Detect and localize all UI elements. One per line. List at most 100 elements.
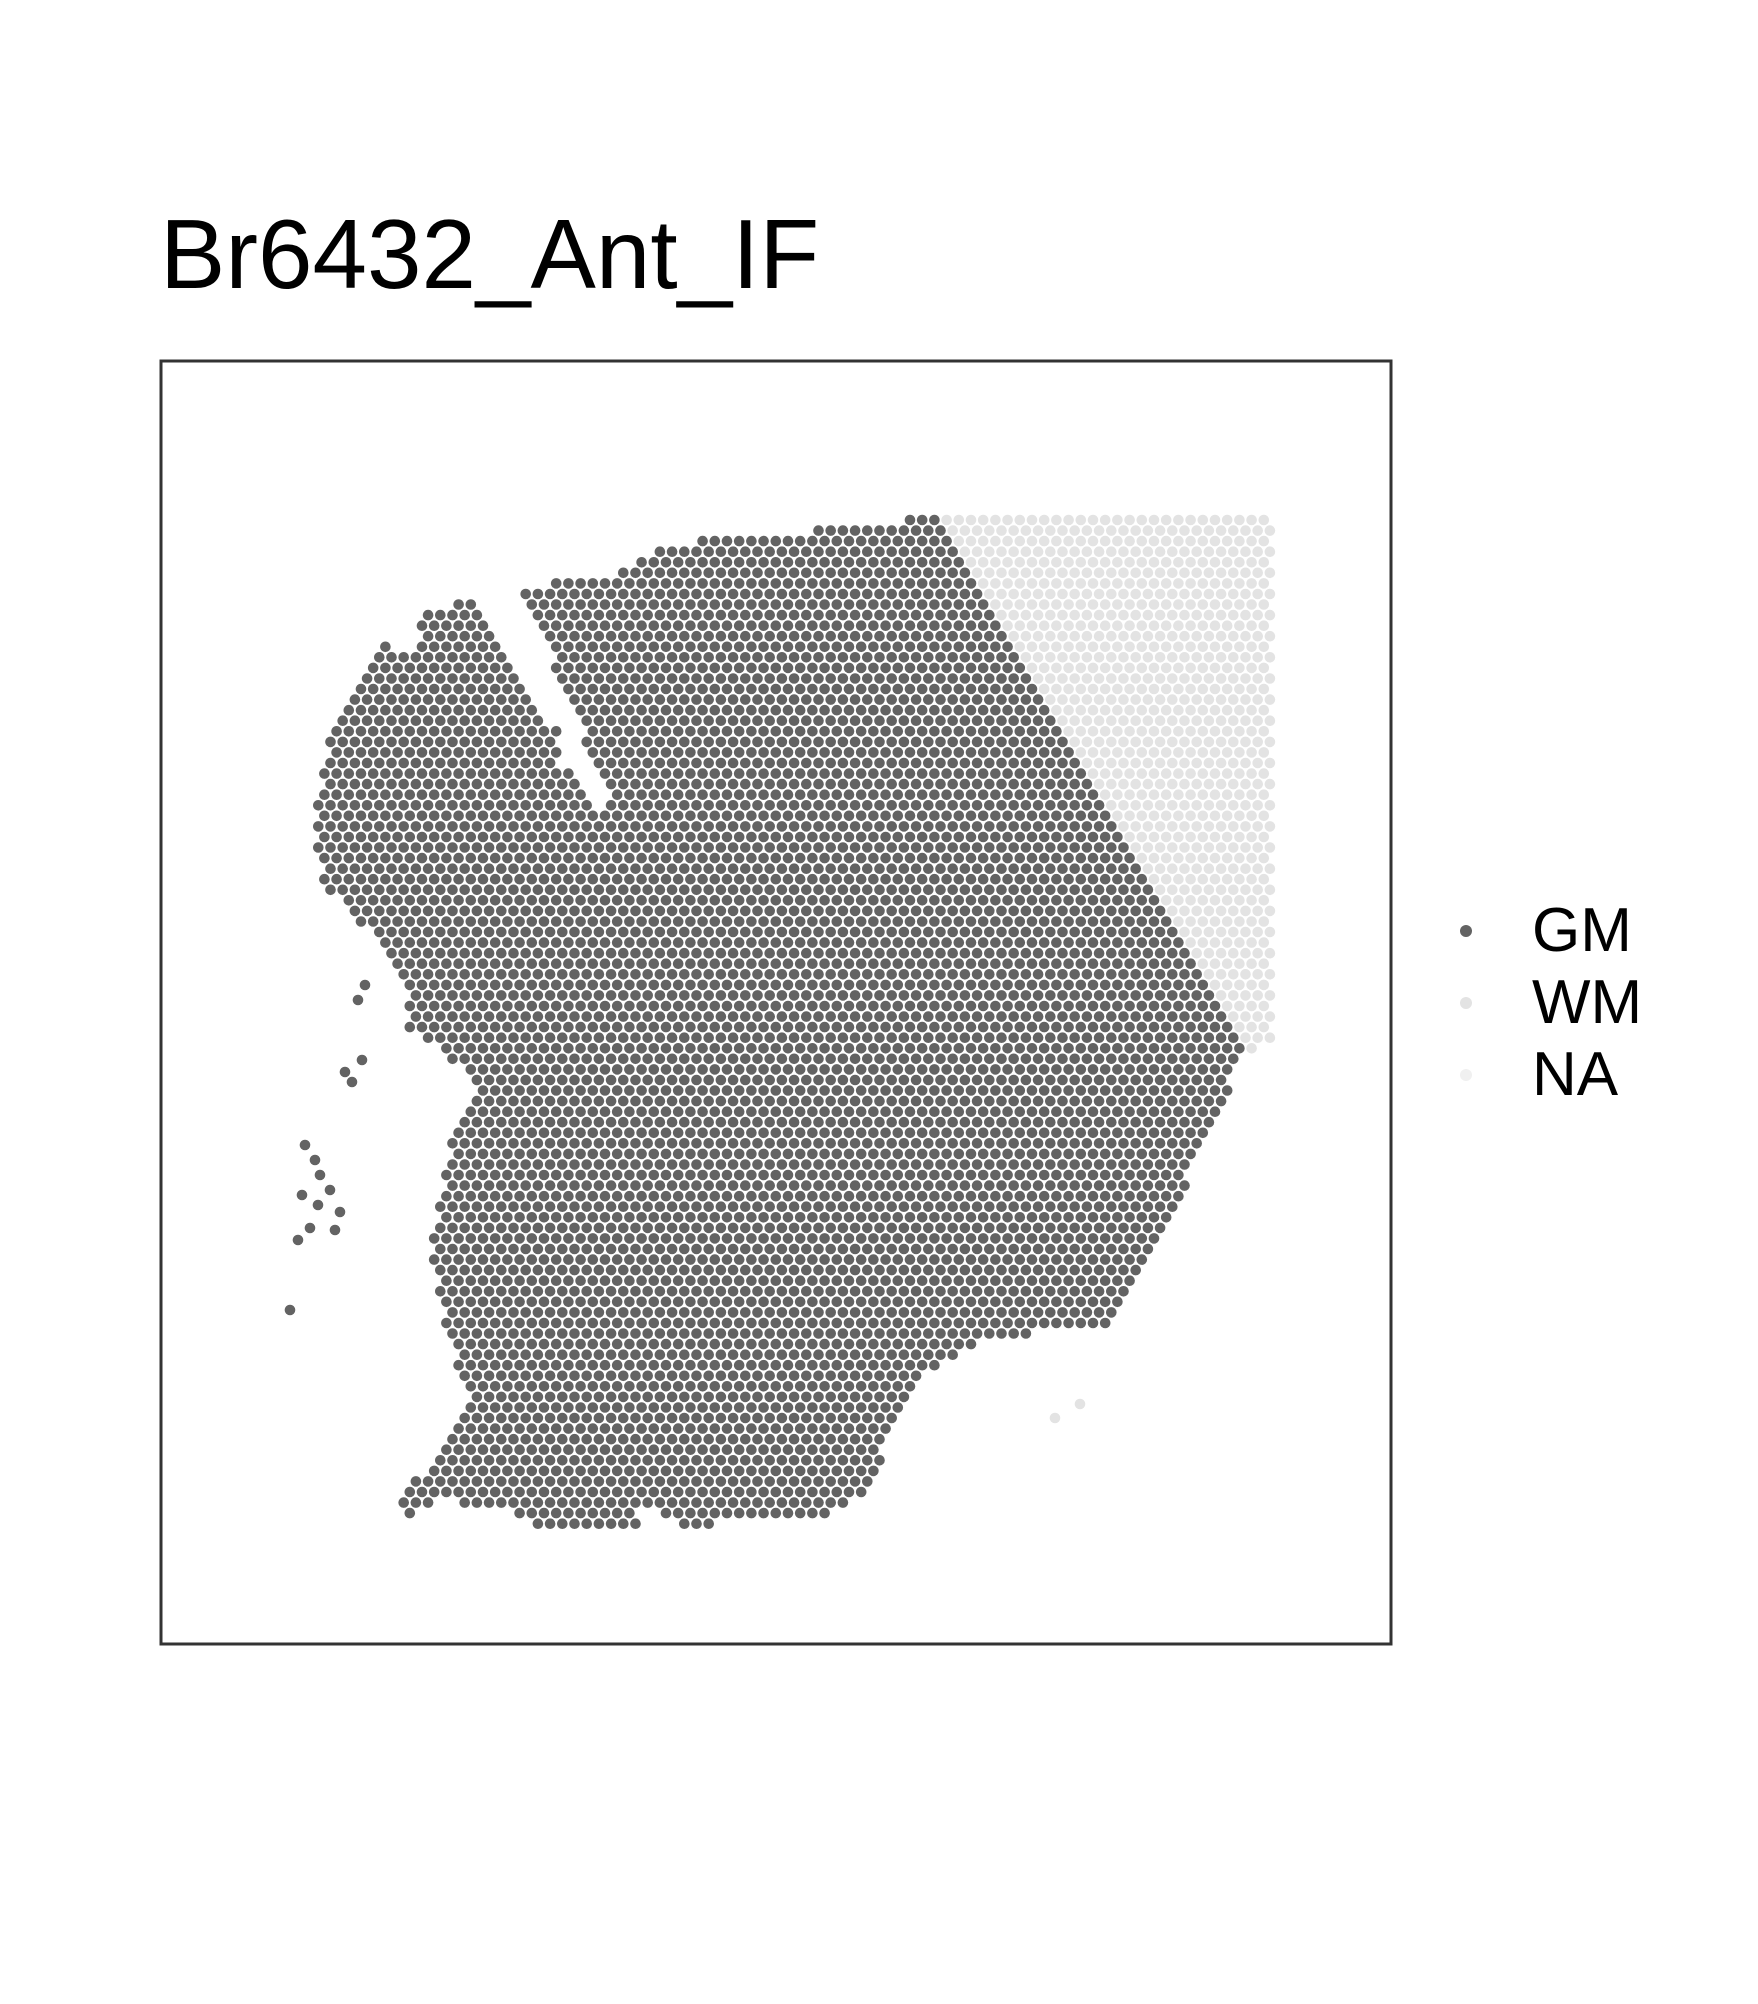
spot-gm — [923, 673, 934, 684]
spot-gm — [502, 726, 513, 737]
spot-wm — [1124, 789, 1135, 800]
spot-gm — [984, 630, 995, 642]
spot-wm — [1246, 1043, 1257, 1054]
spot-gm — [459, 926, 471, 938]
spot-gm — [685, 620, 696, 631]
spot-gm — [575, 937, 586, 948]
spot-gm — [782, 662, 794, 674]
spot-gm — [880, 535, 891, 547]
spot-gm — [581, 1011, 592, 1022]
spot-gm — [807, 747, 818, 758]
spot-gm — [1069, 757, 1080, 769]
spot-gm — [1234, 1043, 1245, 1054]
spot-gm — [788, 546, 800, 557]
spot-gm — [550, 937, 562, 948]
spot-gm — [1167, 969, 1178, 980]
spot-wm — [1234, 895, 1245, 906]
spot-gm — [733, 1127, 745, 1139]
spot-gm — [618, 926, 629, 938]
spot-gm — [618, 1053, 629, 1065]
spot-gm — [740, 969, 751, 980]
spot-wm — [1148, 514, 1160, 526]
spot-gm — [916, 937, 928, 948]
spot-gm — [337, 778, 349, 790]
spot-wm — [1246, 1000, 1257, 1012]
spot-gm — [904, 810, 916, 822]
spot-gm — [453, 683, 464, 695]
spot-gm — [1118, 1180, 1129, 1191]
spot-wm — [1173, 895, 1184, 906]
spot-gm — [1038, 1085, 1050, 1096]
spot-gm — [514, 704, 525, 716]
spot-wm — [1203, 884, 1215, 896]
spot-wm — [1252, 757, 1263, 769]
spot-gm — [965, 1254, 977, 1265]
spot-gm — [770, 1212, 782, 1223]
spot-gm — [813, 1264, 824, 1276]
spot-gm — [971, 800, 983, 811]
spot-gm — [648, 1106, 660, 1117]
spot-wm — [1258, 662, 1270, 674]
spot-gm — [923, 778, 934, 790]
spot-gm — [1142, 1074, 1154, 1086]
spot-gm — [691, 1011, 702, 1022]
spot-wm — [1057, 567, 1068, 579]
spot-gm — [862, 1159, 873, 1170]
spot-gm — [1075, 1233, 1087, 1244]
spot-gm — [709, 1127, 721, 1139]
spot-gm — [825, 652, 836, 663]
spot-gm — [520, 884, 531, 896]
spot-gm — [941, 1190, 952, 1202]
spot-gm — [935, 800, 946, 811]
spot-gm — [1008, 969, 1019, 980]
spot-gm — [593, 1095, 605, 1107]
spot-gm — [910, 1180, 922, 1191]
spot-gm — [965, 852, 977, 864]
spot-gm — [489, 1085, 501, 1096]
spot-gm — [624, 1296, 635, 1308]
spot-gm — [721, 578, 733, 589]
spot-gm — [1228, 1032, 1239, 1043]
spot-gm — [453, 1000, 464, 1012]
spot-gm — [428, 620, 440, 631]
spot-gm — [703, 821, 714, 832]
spot-gm — [1136, 1064, 1148, 1075]
spot-wm — [1179, 609, 1190, 621]
spot-gm — [508, 990, 519, 1001]
spot-gm — [709, 831, 721, 843]
spot-gm — [630, 757, 641, 769]
spot-gm — [874, 1053, 885, 1065]
spot-gm — [868, 1085, 879, 1096]
spot-gm — [733, 662, 745, 674]
spot-gm — [965, 662, 977, 674]
spot-wm — [1099, 641, 1111, 653]
spot-gm — [1093, 1159, 1105, 1170]
spot-gm — [837, 1116, 849, 1128]
spot-gm — [502, 1106, 513, 1117]
spot-gm — [1069, 1011, 1080, 1022]
spot-gm — [898, 609, 910, 621]
spot-gm — [1063, 873, 1074, 885]
spot-gm — [605, 800, 617, 811]
spot-gm — [587, 578, 599, 589]
spot-gm — [319, 873, 330, 885]
spot-wm — [1142, 694, 1154, 705]
spot-gm — [1136, 1233, 1148, 1244]
spot-gm — [1130, 947, 1141, 959]
spot-gm — [1221, 1021, 1233, 1033]
spot-gm — [971, 1053, 983, 1065]
spot-gm — [923, 1222, 934, 1234]
spot-gm — [898, 863, 910, 874]
spot-gm — [910, 1159, 922, 1170]
spot-gm — [1099, 873, 1111, 885]
spot-gm — [977, 1064, 989, 1075]
spot-gm — [465, 1148, 477, 1160]
spot-gm — [776, 1201, 788, 1212]
spot-gm — [679, 609, 690, 621]
spot-wm — [1099, 535, 1111, 547]
spot-gm — [868, 1254, 879, 1265]
spot-gm — [630, 1011, 641, 1022]
spot-wm — [1106, 757, 1117, 769]
spot-wm — [1069, 588, 1080, 600]
spot-gm — [477, 1233, 489, 1244]
